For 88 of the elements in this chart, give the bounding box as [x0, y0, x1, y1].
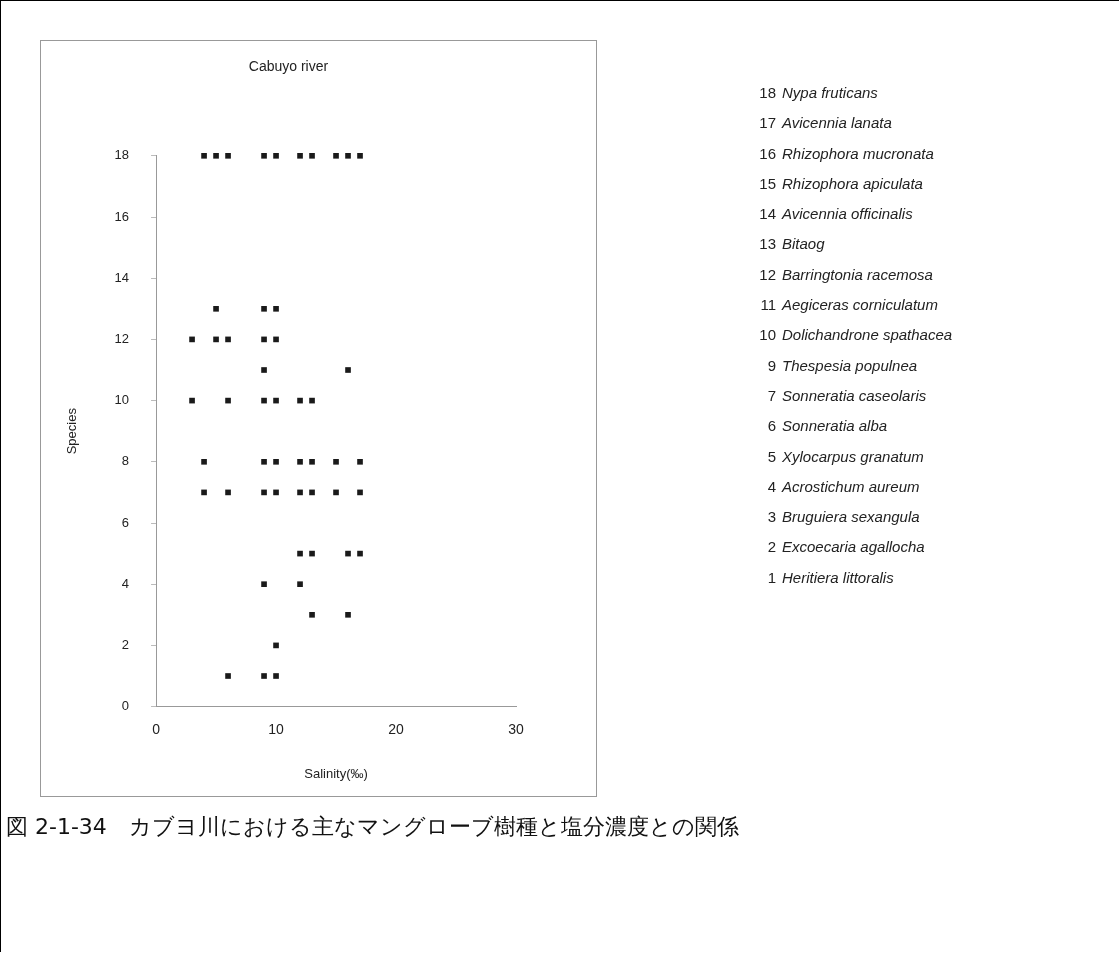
text: 15 Rhizophora apiculata: [758, 174, 923, 192]
point: [261, 152, 267, 159]
y-tick-label: 16: [114, 208, 130, 224]
point: [297, 397, 303, 404]
point: [273, 673, 279, 679]
point: [297, 489, 303, 496]
point: [189, 336, 195, 343]
point: [201, 152, 207, 159]
point: [261, 458, 267, 465]
x-tick-label: 0: [152, 720, 161, 737]
x-tick-label: 10: [268, 720, 285, 737]
point: [225, 397, 231, 404]
point: [225, 489, 231, 496]
text: 13 Bitaog: [758, 235, 825, 253]
point: [201, 489, 207, 496]
point: [357, 489, 363, 496]
y-tick-label: 6: [121, 514, 130, 530]
point: [273, 152, 279, 159]
y-tick-label: 8: [121, 453, 130, 469]
point: [357, 550, 363, 557]
point: [333, 489, 339, 496]
text: 16 Rhizophora mucronata: [758, 144, 934, 162]
point: [273, 458, 279, 465]
text: 17 Avicennia lanata: [758, 114, 892, 132]
point: [345, 367, 351, 373]
caption: 図 2-1-34 カブヨ川における主なマングローブ樹種と塩分濃度との関係: [6, 813, 739, 841]
point: [273, 336, 279, 343]
text: 6 Sonneratia alba: [766, 417, 888, 435]
y-tick-label: 14: [114, 269, 130, 285]
text: 12 Barringtonia racemosa: [758, 265, 933, 283]
point: [309, 489, 315, 496]
point: [345, 152, 351, 159]
chart-title: Cabuyo river: [248, 58, 329, 75]
text: 7 Sonneratia caseolaris: [766, 386, 927, 404]
text: 5 Xylocarpus granatum: [766, 447, 924, 465]
point: [213, 336, 219, 343]
point: [225, 336, 231, 343]
y-tick-label: 4: [121, 575, 130, 591]
point: [225, 673, 231, 679]
point: [297, 550, 303, 557]
point: [309, 550, 315, 557]
text: 3 Bruguiera sexangula: [766, 508, 920, 526]
y-tick-label: 10: [114, 392, 130, 408]
point: [273, 305, 279, 312]
text: 18 Nypa fruticans: [758, 84, 878, 101]
x-axis-title: Salinity(‰): [304, 765, 368, 781]
text: 4 Acrostichum aureum: [766, 477, 920, 495]
point: [201, 458, 207, 465]
point: [309, 397, 315, 404]
point: [345, 611, 351, 618]
text: 14 Avicennia officinalis: [758, 205, 913, 223]
point: [345, 550, 351, 557]
point: [261, 367, 267, 373]
point: [261, 305, 267, 312]
point: [213, 152, 219, 159]
point: [273, 489, 279, 496]
x-tick-label: 30: [508, 720, 524, 737]
point: [225, 152, 231, 159]
text: 11 Aegiceras corniculatum: [759, 296, 938, 314]
point: [189, 397, 195, 404]
point: [297, 458, 303, 465]
point: [273, 397, 279, 404]
y-tick-label: 2: [121, 636, 130, 652]
point: [261, 336, 267, 343]
point: [333, 152, 339, 159]
y-tick-label: 18: [114, 147, 130, 163]
point: [261, 673, 267, 679]
text: 2 Excoecaria agallocha: [766, 538, 925, 556]
text: 1 Heritiera littoralis: [766, 568, 894, 586]
point: [357, 152, 363, 159]
y-tick-label: 0: [121, 698, 130, 714]
point: [213, 305, 219, 312]
y-tick-label: 12: [114, 330, 130, 346]
text: 10 Dolichandrone spathacea: [758, 326, 953, 344]
point: [309, 458, 315, 465]
point: [261, 397, 267, 404]
point: [309, 152, 315, 159]
y-axis-title: Species: [64, 407, 80, 455]
point: [357, 458, 363, 465]
point: [333, 458, 339, 465]
point: [261, 489, 267, 496]
x-tick-label: 20: [388, 720, 405, 737]
point: [261, 581, 267, 588]
text: 9 Thespesia populnea: [766, 356, 918, 374]
point: [309, 611, 315, 618]
point: [297, 581, 303, 588]
point: [273, 642, 279, 649]
point: [297, 152, 303, 159]
